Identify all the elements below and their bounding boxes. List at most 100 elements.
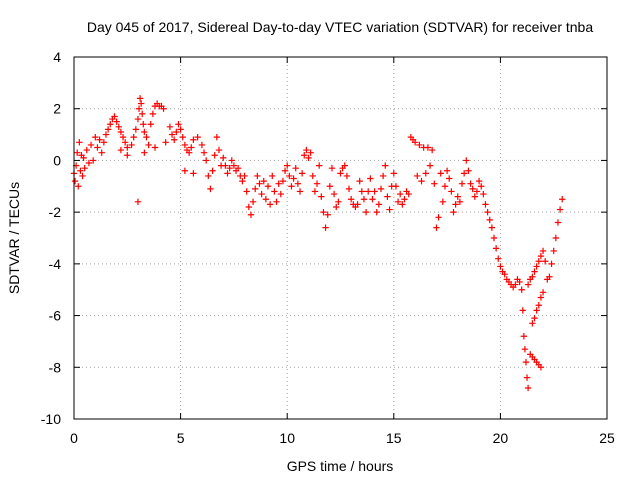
data-point	[239, 177, 246, 185]
data-point	[179, 133, 186, 141]
data-point	[524, 384, 532, 392]
data-point	[386, 206, 393, 213]
data-point	[501, 271, 508, 278]
data-point	[452, 201, 459, 208]
data-point	[458, 180, 466, 187]
data-point	[428, 146, 436, 154]
data-point	[365, 188, 372, 195]
data-point	[202, 157, 210, 164]
data-point	[241, 172, 248, 180]
data-point	[495, 255, 502, 262]
data-point	[450, 208, 457, 216]
data-point	[431, 180, 438, 187]
data-point	[143, 133, 150, 141]
data-point	[121, 139, 129, 146]
data-point	[486, 216, 493, 224]
data-point	[537, 364, 545, 371]
data-point	[92, 133, 99, 141]
data-point	[87, 141, 95, 149]
data-point	[256, 180, 263, 187]
data-point	[320, 208, 327, 216]
data-point	[405, 190, 412, 198]
data-point	[94, 144, 101, 151]
data-point	[333, 203, 340, 211]
data-point	[418, 177, 425, 185]
data-point	[213, 133, 221, 141]
data-point	[467, 180, 474, 187]
data-point	[243, 188, 250, 195]
data-point	[367, 175, 374, 182]
data-point	[262, 196, 270, 203]
data-point	[140, 121, 147, 128]
data-point	[181, 167, 189, 174]
data-point	[296, 188, 304, 195]
data-point	[254, 172, 261, 180]
data-point	[171, 136, 178, 143]
data-point	[290, 175, 297, 182]
data-point	[433, 224, 440, 231]
y-tick-label: -10	[41, 411, 61, 427]
data-point	[313, 180, 321, 187]
data-point	[301, 152, 308, 159]
data-point	[284, 162, 291, 169]
data-point	[318, 193, 325, 200]
data-point	[356, 177, 363, 185]
data-point	[271, 188, 278, 195]
data-point	[443, 167, 451, 174]
data-point	[535, 302, 542, 309]
data-point	[411, 139, 419, 146]
data-point	[360, 196, 368, 203]
x-tick-label: 5	[177, 430, 185, 446]
data-point	[354, 201, 361, 208]
data-point	[341, 162, 348, 169]
data-point	[416, 141, 423, 149]
data-point	[119, 133, 127, 141]
data-point	[424, 144, 432, 151]
data-point	[371, 188, 378, 195]
data-point	[326, 183, 334, 190]
data-point	[102, 131, 110, 138]
data-point	[439, 198, 447, 205]
data-point	[147, 121, 154, 128]
data-point	[539, 289, 547, 296]
data-point	[190, 170, 197, 177]
data-point	[460, 170, 468, 177]
data-point	[136, 95, 144, 102]
data-point	[335, 198, 342, 205]
data-point	[548, 260, 555, 268]
data-point	[382, 162, 389, 169]
data-point	[531, 268, 538, 275]
data-point	[234, 164, 242, 172]
x-tick-label: 25	[599, 430, 615, 446]
data-point	[269, 172, 276, 180]
data-point	[330, 190, 338, 198]
y-tick-label: -2	[49, 204, 62, 220]
data-point	[520, 333, 528, 340]
data-point	[358, 188, 366, 195]
y-tick-label: -6	[49, 308, 62, 324]
data-point	[469, 185, 476, 193]
data-point	[435, 214, 442, 221]
data-point	[83, 146, 90, 154]
data-point	[369, 196, 376, 203]
data-point	[260, 177, 267, 185]
data-point	[343, 172, 351, 180]
data-point	[175, 121, 182, 128]
data-point	[245, 203, 253, 211]
data-point	[275, 180, 282, 187]
data-point	[446, 175, 453, 182]
data-point	[539, 247, 547, 255]
data-point	[537, 294, 545, 301]
data-point	[377, 185, 385, 193]
data-point	[463, 157, 470, 164]
y-tick-label: 0	[53, 152, 61, 168]
data-point	[96, 136, 103, 143]
data-point	[531, 314, 538, 322]
data-point	[522, 358, 530, 366]
data-point	[252, 185, 259, 193]
x-tick-label: 0	[70, 430, 78, 446]
data-point	[554, 219, 562, 226]
data-point	[181, 141, 189, 149]
